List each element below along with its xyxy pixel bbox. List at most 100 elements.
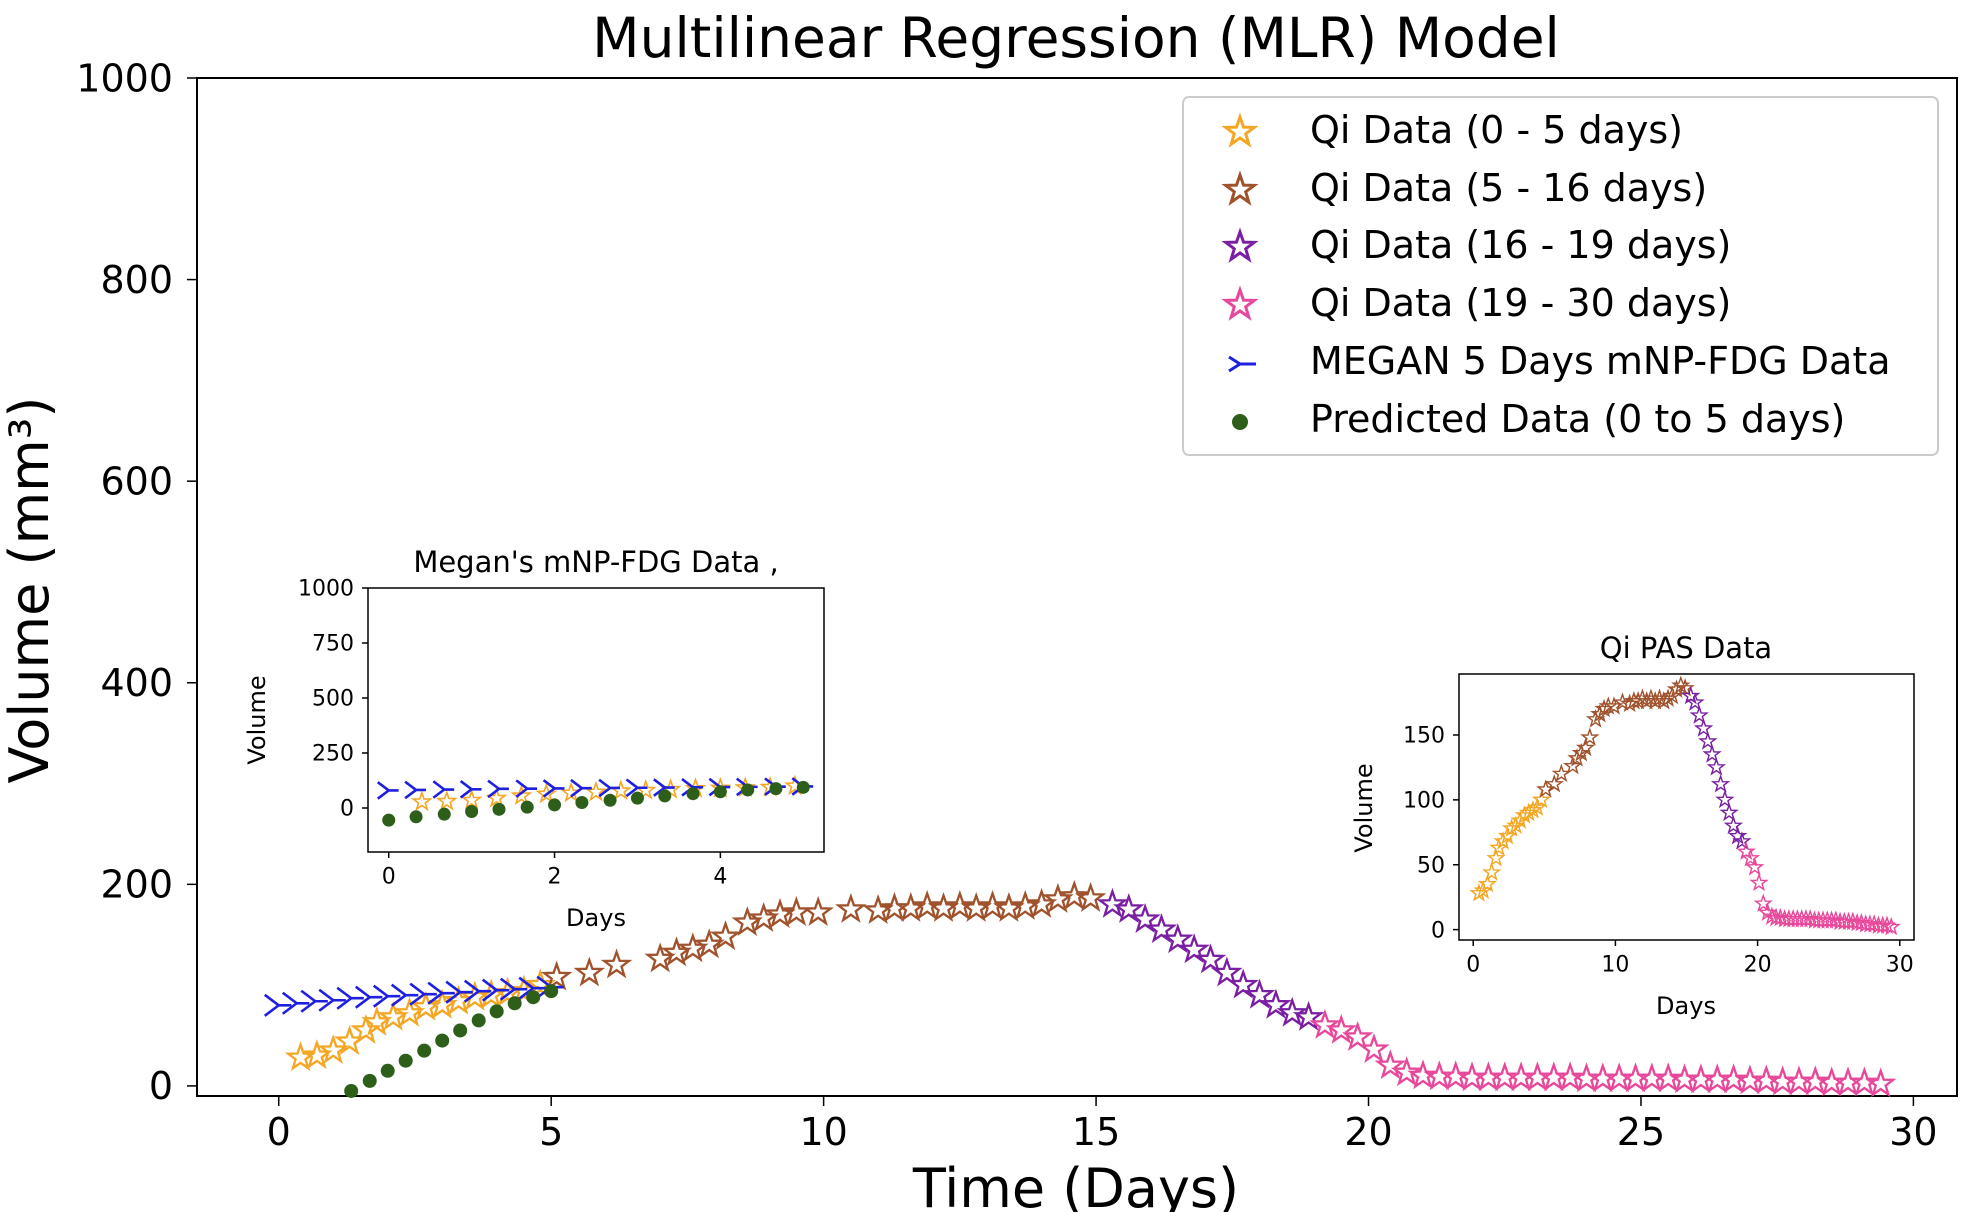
- inset-right-y-axis: 0 50 100 150: [1403, 724, 1459, 943]
- data-point-tri: [300, 989, 328, 1013]
- x-tick-label: 15: [1072, 1110, 1120, 1154]
- data-point-dot: [603, 793, 617, 807]
- data-point-tri: [481, 978, 510, 1002]
- x-tick-label: 20: [1344, 1110, 1392, 1154]
- data-point-dot: [465, 805, 479, 819]
- data-point-tri: [409, 982, 437, 1006]
- y-tick-label: 200: [100, 863, 173, 907]
- data-point-dot: [453, 1023, 468, 1038]
- inset-left-background: [368, 588, 824, 852]
- data-point-dot: [492, 802, 506, 816]
- data-point-dot: [713, 785, 727, 799]
- legend-entry-predicted: Predicted Data (0 to 5 days): [1232, 397, 1845, 441]
- data-point-tri: [427, 981, 455, 1005]
- inset-left-title: Megan's mNP-FDG Data ,: [413, 545, 778, 579]
- inset-left-data-points: [376, 776, 814, 827]
- inset-right-y-label: Volume: [1350, 763, 1378, 852]
- y-tick-label: 50: [1417, 853, 1445, 878]
- legend-label: MEGAN 5 Days mNP-FDG Data: [1310, 339, 1891, 383]
- legend-frame: [1182, 96, 1939, 456]
- data-point-tri: [281, 991, 310, 1015]
- data-point-tri: [653, 778, 675, 797]
- data-point-dot: [548, 798, 562, 812]
- legend-marker-tri-icon: [1228, 355, 1256, 373]
- data-point-dot: [398, 1053, 413, 1068]
- data-point-dot: [417, 1043, 432, 1058]
- inset-chart-megan: Megan's mNP-FDG Data , 0 250 500 750 1000 0 2…: [243, 545, 825, 932]
- series-predicted-data-0-to-5-days-: [344, 984, 559, 1098]
- y-tick-label: 400: [100, 661, 173, 705]
- data-point-dot: [686, 787, 700, 801]
- legend-marker-dot-icon: [1232, 414, 1248, 430]
- inset-right-x-axis: 0 10 20 30: [1466, 940, 1914, 978]
- x-tick-label: 20: [1744, 953, 1772, 978]
- legend-entry-qi-5-16: Qi Data (5 - 16 days): [1224, 166, 1707, 210]
- data-point-tri: [487, 779, 509, 799]
- legend-entry-qi-19-30: Qi Data (19 - 30 days): [1224, 281, 1731, 325]
- data-point-tri: [445, 980, 473, 1004]
- data-point-dot: [489, 1004, 504, 1019]
- y-tick-label: 500: [312, 687, 354, 712]
- y-tick-label: 0: [149, 1064, 173, 1108]
- x-tick-label: 4: [713, 865, 727, 890]
- data-point-dot: [769, 782, 783, 796]
- x-tick-label: 2: [548, 865, 562, 890]
- data-point-tri: [263, 993, 292, 1017]
- data-point-tri: [542, 779, 565, 798]
- data-point-dot: [630, 791, 644, 805]
- data-point-star: [837, 895, 865, 922]
- data-point-dot: [471, 1013, 486, 1028]
- series-qi-data-5-16-days-: [543, 882, 1105, 989]
- y-tick-label: 250: [312, 742, 354, 767]
- main-data-points: [263, 882, 1895, 1098]
- data-point-tri: [404, 780, 426, 800]
- y-tick-label: 100: [1403, 789, 1445, 814]
- legend-label: Qi Data (16 - 19 days): [1310, 223, 1731, 267]
- data-point-star: [603, 950, 631, 977]
- data-point-tri: [515, 779, 538, 798]
- y-tick-label: 600: [100, 459, 173, 503]
- data-point-dot: [507, 996, 522, 1011]
- main-chart: Multilinear Regression (MLR) Model 02004…: [0, 6, 1958, 1212]
- data-point-dot: [409, 810, 423, 824]
- data-point-tri: [570, 778, 592, 798]
- main-y-axis: 0 200 400 600 800 1000: [76, 56, 197, 1108]
- series-predicted-data-0-to-5-days-: [382, 780, 810, 827]
- data-point-dot: [526, 990, 541, 1005]
- main-x-axis: 0 5 10 15 20 25 30: [267, 1096, 1938, 1154]
- x-axis-label: Time (Days): [912, 1157, 1239, 1212]
- y-tick-label: 0: [1431, 918, 1445, 943]
- inset-right-title: Qi PAS Data: [1600, 631, 1772, 665]
- data-point-star: [575, 958, 603, 985]
- y-tick-label: 1000: [298, 577, 354, 602]
- legend-entry-qi-0-5: Qi Data (0 - 5 days): [1224, 108, 1683, 152]
- y-tick-label: 0: [340, 797, 354, 822]
- data-point-star: [804, 898, 832, 925]
- x-tick-label: 25: [1617, 1110, 1665, 1154]
- chart-title: Multilinear Regression (MLR) Model: [592, 6, 1560, 70]
- y-tick-label: 150: [1403, 724, 1445, 749]
- data-point-tri: [432, 780, 455, 799]
- x-tick-label: 5: [539, 1110, 563, 1154]
- inset-left-y-axis: 0 250 500 750 1000: [298, 577, 368, 822]
- inset-left-frame: [367, 587, 825, 853]
- main-plot-frame: [196, 77, 1958, 1097]
- data-point-dot: [362, 1073, 377, 1088]
- data-point-dot: [575, 796, 589, 809]
- data-point-tri: [336, 986, 364, 1010]
- data-point-star: [782, 898, 810, 925]
- y-axis-label: Volume (mm³): [0, 397, 61, 784]
- data-point-dot: [796, 780, 810, 794]
- y-tick-label: 750: [312, 632, 354, 657]
- x-tick-label: 30: [1889, 1110, 1937, 1154]
- legend-entry-megan: MEGAN 5 Days mNP-FDG Data: [1228, 339, 1891, 383]
- x-tick-label: 0: [267, 1110, 291, 1154]
- data-point-star: [1360, 1035, 1388, 1062]
- data-point-dot: [382, 813, 396, 827]
- legend: Qi Data (0 - 5 days) Qi Data (5 - 16 day…: [1182, 96, 1939, 456]
- data-point-tri: [318, 988, 346, 1012]
- data-point-tri: [499, 977, 528, 1001]
- data-point-tri: [390, 983, 419, 1007]
- legend-label: Qi Data (5 - 16 days): [1310, 166, 1707, 210]
